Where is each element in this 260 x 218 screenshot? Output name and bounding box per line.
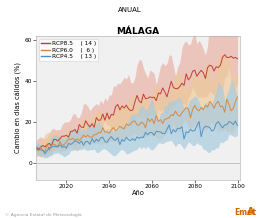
Text: ANUAL: ANUAL <box>118 7 142 13</box>
Text: © Agencia Estatal de Meteorología: © Agencia Estatal de Meteorología <box>5 213 82 217</box>
Legend: RCP8.5    ( 14 ), RCP6.0    (  6 ), RCP4.5    ( 13 ): RCP8.5 ( 14 ), RCP6.0 ( 6 ), RCP4.5 ( 13… <box>39 39 99 61</box>
X-axis label: Año: Año <box>132 191 145 196</box>
Text: A: A <box>247 207 255 217</box>
Y-axis label: Cambio en dias cálidos (%): Cambio en dias cálidos (%) <box>15 62 22 153</box>
Text: Emet: Emet <box>234 208 256 217</box>
Title: MÁLAGA: MÁLAGA <box>116 27 160 36</box>
